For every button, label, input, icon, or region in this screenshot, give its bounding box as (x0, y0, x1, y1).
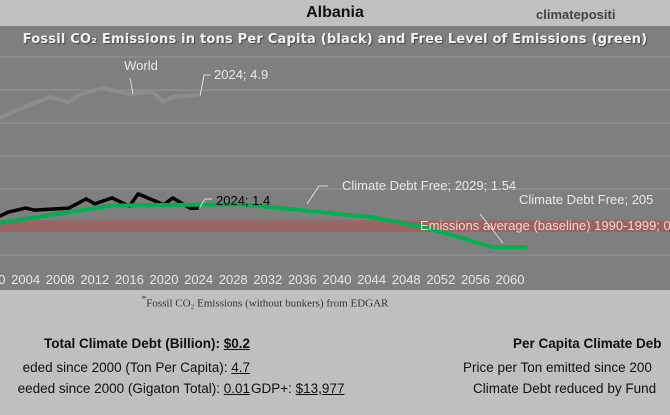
x-tick-label: 2016 (115, 272, 144, 287)
x-tick-label: 2056 (461, 272, 490, 287)
free-level-line (0, 202, 528, 250)
x-tick-label: 2040 (323, 272, 352, 287)
albania-line (0, 192, 199, 218)
emissions-chart: 2000 2004 2008 2012 2016 2020 2024 2028 2032 2036… (0, 56, 670, 287)
baseline-band (0, 220, 670, 232)
x-tick-label: 2036 (288, 272, 317, 287)
world-label: World (124, 58, 158, 73)
gigaton-label: eeded since 2000 (Gigaton Total): (17, 381, 220, 396)
world-line (0, 86, 199, 120)
gdp-value[interactable]: $13,977 (295, 381, 345, 396)
leader-line (129, 77, 134, 95)
gdp-row: GDP+: $13,977 (251, 381, 344, 396)
ton-value[interactable]: 4.7 (231, 360, 250, 375)
gigaton-value[interactable]: 0.01 (223, 381, 250, 396)
x-tick-label: 2060 (496, 272, 525, 287)
albania-end-label: 2024; 1.4 (216, 193, 270, 208)
page-title: Albania (306, 4, 364, 21)
leader-line (479, 213, 504, 244)
footnote-star: * (141, 294, 147, 304)
leader-line (199, 198, 212, 208)
x-tick-label: 2000 (0, 272, 5, 287)
debt-free-205x-label: Climate Debt Free; 205 (519, 192, 653, 207)
x-tick-label: 2044 (357, 272, 386, 287)
header-bar: Albania climatepositi (0, 0, 670, 26)
x-tick-label: 2052 (426, 272, 455, 287)
ton-row: eded since 2000 (Ton Per Capita): 4.7 (23, 360, 250, 375)
leader-line (306, 185, 328, 205)
gigaton-row: eeded since 2000 (Gigaton Total): 0.01 (18, 381, 250, 396)
x-tick-label: 2024 (184, 272, 213, 287)
ton-label: eded since 2000 (Ton Per Capita): (22, 360, 228, 375)
chart-area (0, 26, 670, 290)
total-debt-label: Total Climate Debt (Billion): (43, 336, 220, 351)
x-tick-label: 2032 (253, 272, 282, 287)
leader-line (199, 74, 211, 97)
funds-label: Climate Debt reduced by Fund (473, 381, 657, 396)
x-tick-label: 2008 (46, 272, 75, 287)
world-end-label: 2024; 4.9 (214, 67, 268, 82)
total-debt-value[interactable]: $0.2 (223, 336, 250, 351)
x-tick-label: 2012 (80, 272, 109, 287)
x-tick-label: 2048 (392, 272, 421, 287)
brand-watermark: climatepositi (536, 7, 616, 22)
x-tick-label: 2004 (11, 272, 40, 287)
footnote: *Fossil CO₂ Emissions (without bunkers) … (0, 294, 530, 310)
x-tick-label: 2020 (150, 272, 179, 287)
gdp-label: GDP+: (251, 381, 292, 396)
footnote-text: Fossil CO₂ Emissions (without bunkers) f… (146, 297, 389, 310)
debt-free-2029-label: Climate Debt Free; 2029; 1.54 (342, 178, 516, 193)
chart-title: Fossil CO₂ Emissions in tons Per Capita … (22, 32, 648, 47)
price-per-ton-label: Price per Ton emitted since 200 (463, 360, 652, 375)
total-debt-row: Total Climate Debt (Billion): $0.2 (44, 336, 250, 351)
x-tick-label: 2028 (219, 272, 248, 287)
baseline-label: Emissions average (baseline) 1990-1999; … (420, 218, 670, 233)
per-capita-debt-label: Per Capita Climate Deb (513, 336, 662, 351)
